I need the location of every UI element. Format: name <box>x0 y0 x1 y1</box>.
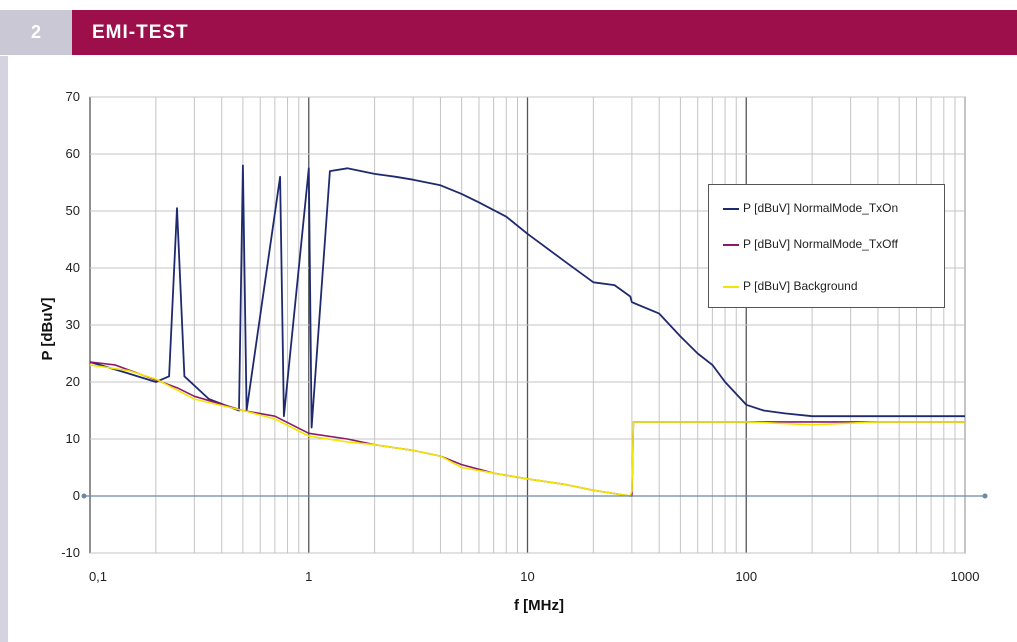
y-tick-label: 20 <box>66 374 80 389</box>
legend-swatch-txoff <box>723 244 739 246</box>
baseline-start-marker <box>81 493 87 499</box>
legend-label-background: P [dBuV] Background <box>743 279 858 293</box>
axis-layer <box>81 493 988 499</box>
legend-label-txoff: P [dBuV] NormalMode_TxOff <box>743 237 898 251</box>
left-margin-rule <box>0 56 8 642</box>
x-tick-label: 0,1 <box>89 569 107 584</box>
y-tick-label: 70 <box>66 89 80 104</box>
x-tick-label: 100 <box>735 569 757 584</box>
x-tick-label: 1000 <box>951 569 980 584</box>
y-tick-label: 30 <box>66 317 80 332</box>
section-number: 2 <box>30 22 41 42</box>
section-number-box: 2 <box>0 10 72 55</box>
legend-swatch-background <box>723 286 739 288</box>
baseline-end-marker <box>982 493 988 499</box>
y-tick-label: 0 <box>73 488 80 503</box>
chart-legend: P [dBuV] NormalMode_TxOn P [dBuV] Normal… <box>708 184 945 308</box>
y-tick-label: 40 <box>66 260 80 275</box>
y-tick-label: -10 <box>61 545 80 560</box>
legend-label-txon: P [dBuV] NormalMode_TxOn <box>743 201 899 215</box>
x-axis-title: f [MHz] <box>514 597 564 614</box>
series-line-2 <box>89 364 965 497</box>
series-layer <box>89 164 965 497</box>
grid-layer <box>89 96 966 554</box>
section-header: 2 EMI-TEST <box>0 0 1017 56</box>
x-tick-label: 10 <box>520 569 534 584</box>
y-tick-label: 10 <box>66 431 80 446</box>
legend-swatch-txon <box>723 208 739 210</box>
tick-label-layer: -10 0 10 20 30 40 50 60 70 0,1 1 10 100 1000 <box>61 89 979 584</box>
section-title: EMI-TEST <box>92 22 189 43</box>
x-tick-label: 1 <box>305 569 312 584</box>
y-tick-label: 50 <box>66 203 80 218</box>
y-tick-label: 60 <box>66 146 80 161</box>
y-axis-title: P [dBuV] <box>39 297 56 360</box>
section-title-bar: EMI-TEST <box>72 10 1017 55</box>
